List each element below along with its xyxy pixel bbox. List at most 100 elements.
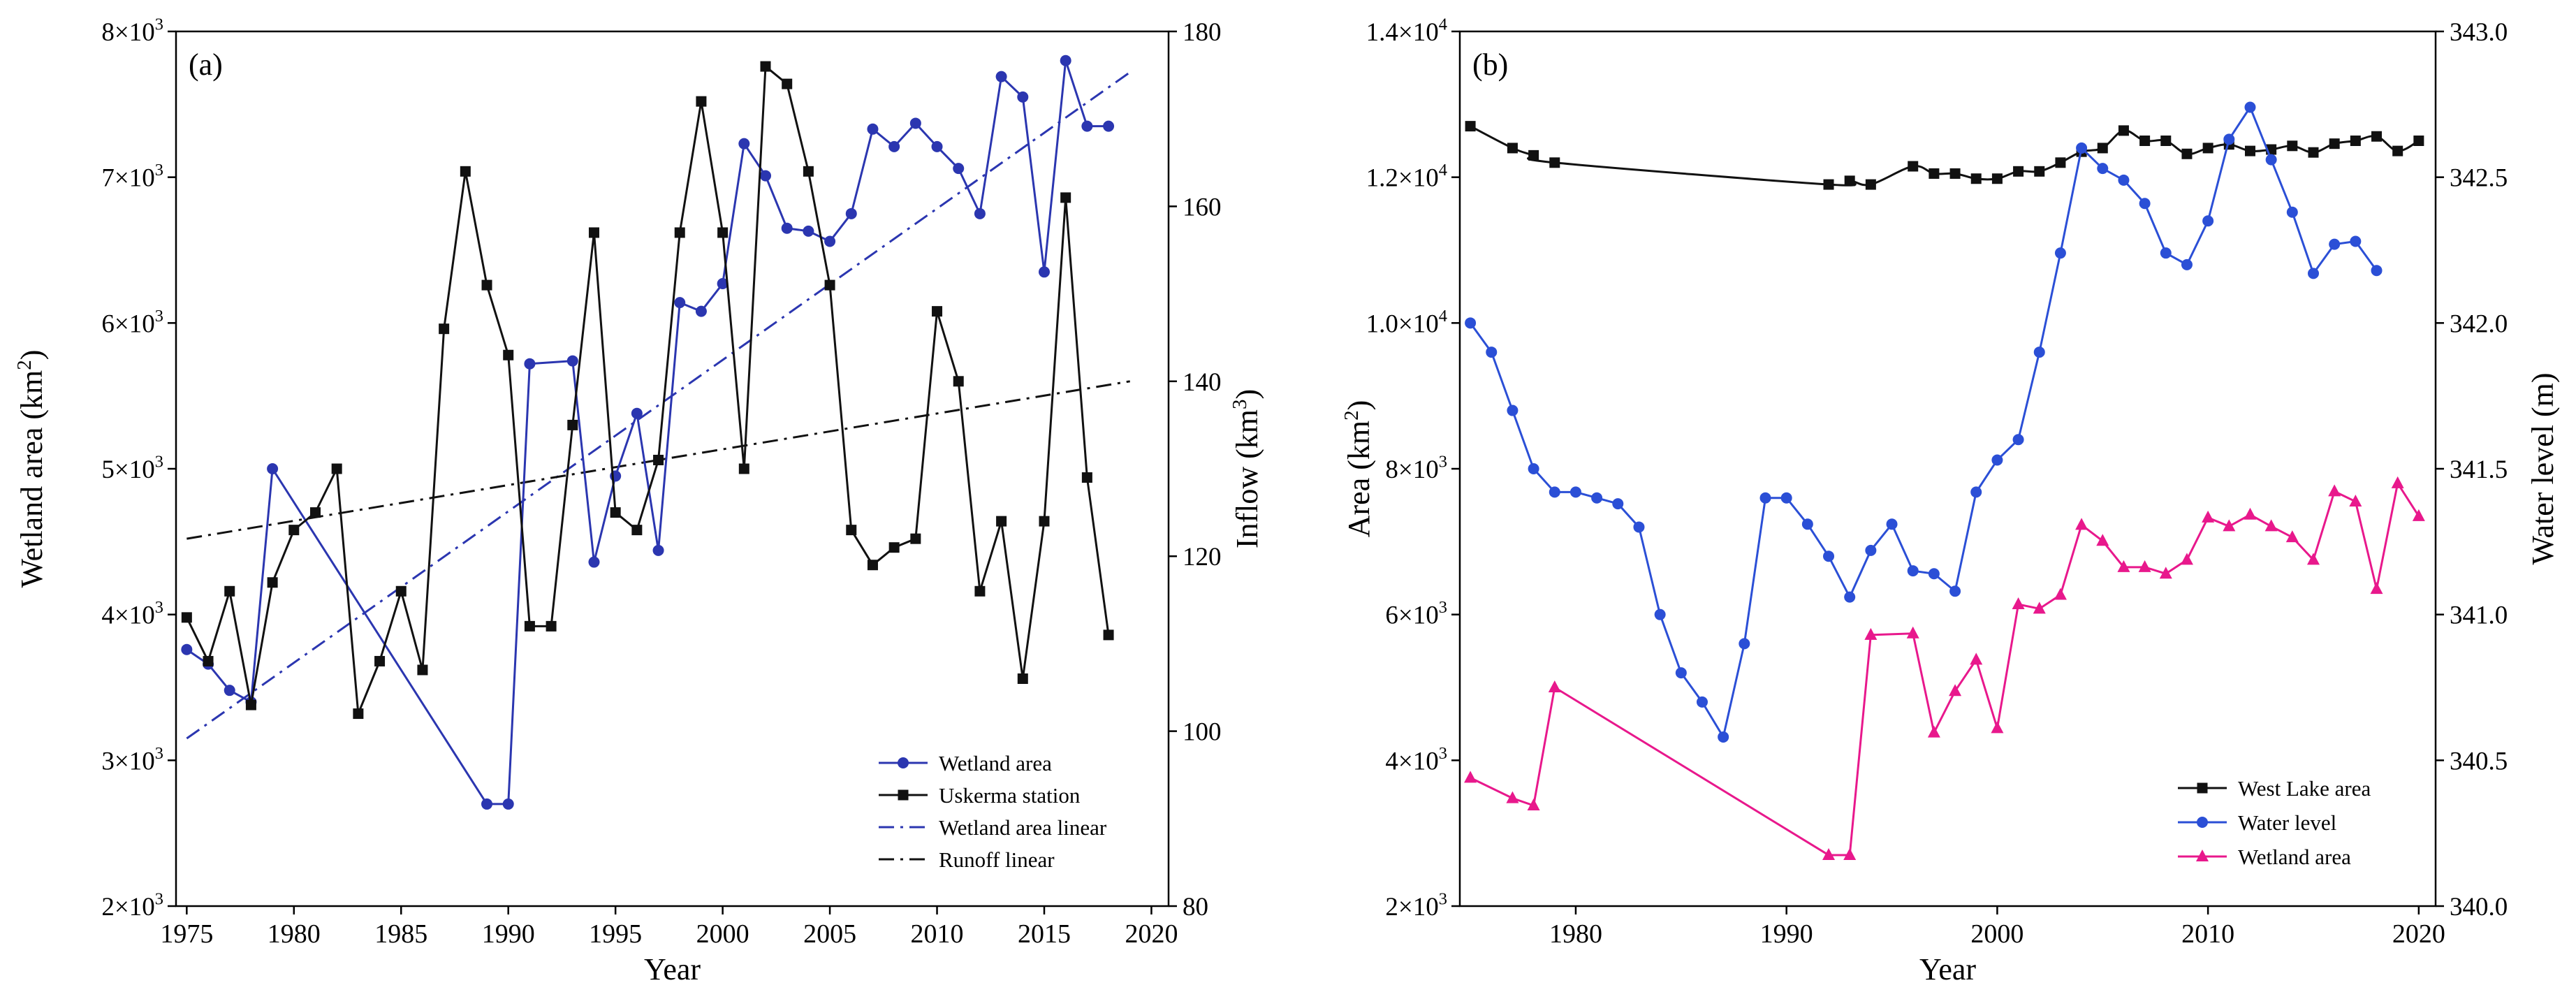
data-point-water-level: [2371, 265, 2383, 277]
data-point-wetland-area: [1081, 120, 1093, 132]
y-left-tick-label: 2×103: [1385, 889, 1447, 921]
data-point-uskerma-station: [1017, 673, 1028, 684]
data-point-wetland-area: [1548, 680, 1561, 692]
data-point-wetland-area: [1017, 91, 1029, 103]
data-point-wetland-area: [2328, 484, 2341, 497]
y-right-tick-label: 342.0: [2450, 309, 2508, 338]
data-point-west-lake-area: [2160, 136, 2172, 146]
data-point-wetland-area: [803, 225, 814, 237]
data-point-uskerma-station: [481, 279, 492, 291]
data-point-west-lake-area: [2413, 136, 2424, 146]
data-point-water-level: [2244, 101, 2256, 113]
data-point-west-lake-area: [2287, 140, 2298, 152]
data-point-west-lake-area: [1549, 157, 1560, 168]
y-left-tick-label: 1.2×104: [1366, 161, 1447, 193]
data-point-uskerma-station: [867, 560, 878, 571]
data-point-uskerma-station: [953, 376, 964, 387]
data-point-wetland-area: [2244, 507, 2257, 520]
x-tick-label: 1980: [268, 919, 321, 949]
data-point-wetland-area: [2285, 530, 2299, 543]
chart-panel-a: 1975 1980 1985 1990 1995 2000 2005 2010 2015 2020…: [13, 15, 1264, 986]
data-point-water-level: [1759, 492, 1771, 504]
data-point-uskerma-station: [331, 463, 342, 474]
data-point-uskerma-station: [674, 227, 685, 238]
y-right-tick-label: 100: [1183, 718, 1222, 747]
data-point-wetland-area: [631, 407, 643, 419]
data-point-wetland-area: [2370, 582, 2383, 595]
x-tick-label: 2005: [803, 919, 856, 949]
data-point-west-lake-area: [2371, 131, 2383, 142]
data-point-uskerma-station: [1081, 472, 1092, 483]
data-point-uskerma-station: [503, 349, 514, 360]
data-point-uskerma-station: [395, 585, 407, 597]
chart-panel-b: 1980 1990 2000 2010 2020 2×103 4×103 6×103 8×103…: [1340, 15, 2560, 986]
data-point-uskerma-station: [1060, 192, 1071, 203]
data-point-water-level: [1528, 463, 1539, 474]
data-point-uskerma-station: [782, 78, 793, 89]
legend-marker: [2197, 782, 2208, 794]
data-point-water-level: [2350, 235, 2362, 247]
legend-label: Wetland area: [939, 751, 1052, 775]
data-point-uskerma-station: [417, 664, 428, 676]
data-point-wetland-area: [224, 685, 235, 697]
data-point-west-lake-area: [1929, 168, 1940, 179]
legend-marker: [898, 757, 909, 768]
data-point-wetland-area: [2012, 597, 2025, 610]
data-point-west-lake-area: [1865, 179, 1876, 190]
trend-line-runoff-linear: [186, 380, 1131, 540]
data-point-water-level: [1569, 486, 1581, 498]
data-point-uskerma-station: [653, 454, 664, 465]
data-point-west-lake-area: [2392, 145, 2403, 156]
series-line-uskerma-station: [185, 64, 1110, 715]
y-right-tick-label: 120: [1183, 543, 1222, 571]
data-point-wetland-area: [1527, 799, 1540, 811]
data-point-uskerma-station: [631, 525, 643, 536]
y-left-tick-label: 4×103: [101, 598, 163, 630]
data-point-water-level: [2202, 215, 2214, 227]
data-point-uskerma-station: [203, 655, 214, 666]
y-right-tick-label: 140: [1183, 368, 1222, 397]
data-point-wetland-area: [2054, 588, 2067, 600]
data-point-west-lake-area: [1949, 168, 1961, 179]
legend-label: Wetland area: [2238, 845, 2351, 869]
data-point-wetland-area: [588, 556, 600, 568]
y-right-tick-label: 343.0: [2450, 18, 2508, 47]
legend-label: Runoff linear: [939, 847, 1055, 872]
panel-label: (b): [1472, 48, 1508, 82]
data-point-west-lake-area: [1507, 143, 1518, 154]
y-right-tick-label: 341.0: [2450, 602, 2508, 630]
series-line-west-lake-area: [1470, 125, 2420, 187]
legend-marker: [2197, 817, 2208, 828]
legend: Wetland area Uskerma station Wetland area …: [879, 751, 1107, 872]
data-point-wetland-area: [2391, 476, 2404, 488]
data-point-water-level: [2076, 142, 2088, 154]
data-point-wetland-area: [2180, 553, 2193, 565]
y-left-tick-label: 8×103: [1385, 452, 1447, 484]
x-axis-title: Year: [1919, 952, 1976, 986]
y-right-tick-label: 160: [1183, 193, 1222, 221]
data-point-wetland-area: [1464, 771, 1477, 783]
data-point-wetland-area: [738, 138, 750, 150]
x-tick-label: 1995: [589, 919, 642, 949]
legend-label: Water level: [2238, 810, 2336, 835]
data-point-water-level: [2181, 258, 2193, 270]
data-point-uskerma-station: [696, 96, 707, 107]
data-point-wetland-area: [2075, 518, 2088, 530]
data-point-west-lake-area: [2139, 136, 2151, 146]
data-point-water-level: [1696, 696, 1708, 708]
data-point-uskerma-station: [439, 323, 450, 335]
data-point-water-level: [1549, 486, 1560, 498]
data-point-west-lake-area: [2034, 166, 2045, 177]
data-point-wetland-area: [953, 163, 965, 175]
y-right-tick-label: 180: [1183, 18, 1222, 47]
data-point-wetland-area: [2096, 534, 2109, 546]
data-point-uskerma-station: [888, 542, 900, 553]
data-point-wetland-area: [824, 235, 836, 247]
data-point-water-level: [2054, 247, 2066, 259]
data-point-uskerma-station: [588, 227, 599, 238]
data-point-water-level: [1991, 454, 2003, 466]
y-left-tick-label: 6×103: [1385, 598, 1447, 630]
data-point-uskerma-station: [524, 620, 535, 632]
data-point-west-lake-area: [1908, 161, 1919, 172]
data-point-water-level: [1886, 518, 1898, 530]
